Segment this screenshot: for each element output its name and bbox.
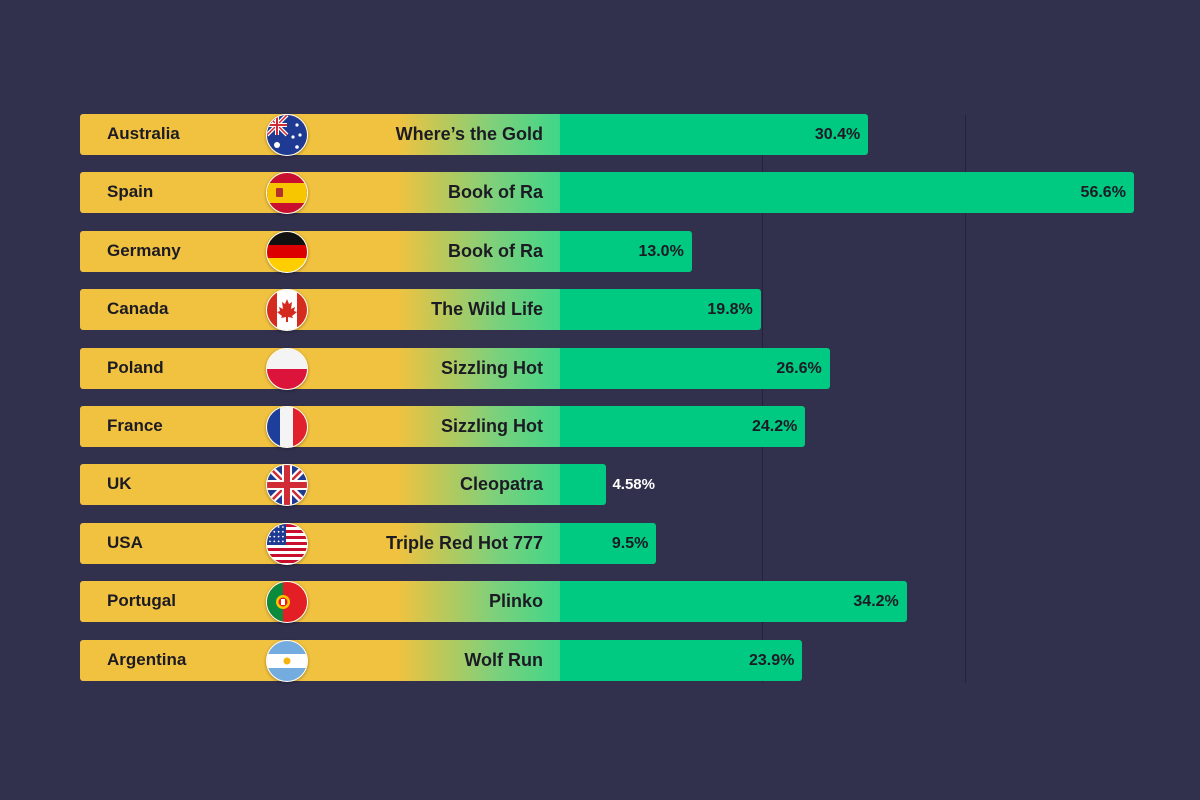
game-label: Book of Ra <box>447 240 543 261</box>
game-label: Sizzling Hot <box>441 416 543 436</box>
value-label: 13.0% <box>638 242 684 260</box>
country-label: Portugal <box>107 591 176 611</box>
label-band <box>80 289 560 331</box>
value-label: 19.8% <box>707 301 753 319</box>
value-bar <box>560 347 830 389</box>
value-label: 4.58% <box>612 476 655 494</box>
argentina-flag-icon <box>266 639 308 682</box>
country-label: USA <box>107 532 143 552</box>
game-label: Where’s the Gold <box>395 124 543 144</box>
value-label: 34.2% <box>853 593 899 611</box>
gridline-2 <box>965 115 966 683</box>
game-label: Sizzling Hot <box>441 357 543 378</box>
spain-flag-icon <box>266 172 308 215</box>
label-band <box>80 172 560 214</box>
gridline-1 <box>762 115 763 683</box>
uk-flag-icon <box>266 464 308 507</box>
canada-flag-icon <box>266 289 308 332</box>
country-label: Germany <box>107 240 181 260</box>
label-band <box>80 406 560 447</box>
country-label: Argentina <box>107 649 187 669</box>
label-band <box>80 230 560 272</box>
value-bar <box>560 230 692 272</box>
game-label: Triple Red Hot 777 <box>385 532 543 553</box>
label-band <box>80 347 560 389</box>
game-label: Wolf Run <box>464 649 543 670</box>
value-bar <box>560 522 657 564</box>
game-label: Cleopatra <box>459 474 543 495</box>
country-label: Poland <box>107 357 164 377</box>
game-label: Book of Ra <box>447 182 543 203</box>
france-flag-icon <box>266 406 308 448</box>
country-label: Canada <box>107 299 169 319</box>
game-label: Plinko <box>488 591 543 612</box>
country-label: Spain <box>107 182 154 202</box>
poland-flag-icon <box>266 347 308 390</box>
australia-flag-icon <box>266 114 308 156</box>
label-band <box>80 522 560 564</box>
usa-flag-icon <box>266 522 308 565</box>
country-label: UK <box>107 474 132 494</box>
value-label: 30.4% <box>814 126 861 143</box>
game-label: The Wild Life <box>431 299 543 320</box>
value-bar <box>560 639 803 681</box>
value-label: 24.2% <box>752 418 798 435</box>
value-label: 9.5% <box>611 534 649 552</box>
label-band <box>80 464 560 506</box>
value-label: 23.9% <box>748 651 795 669</box>
value-bar <box>560 464 607 506</box>
portugal-flag-icon <box>266 581 308 624</box>
value-label: 26.6% <box>776 359 822 377</box>
value-bar <box>560 114 869 155</box>
country-label: France <box>107 416 163 435</box>
country-label: Australia <box>107 124 180 143</box>
value-bar <box>560 172 1134 214</box>
germany-flag-icon <box>266 230 308 273</box>
value-label: 56.6% <box>1080 184 1126 202</box>
value-bar <box>560 289 761 331</box>
value-bar <box>560 406 806 447</box>
label-band <box>80 114 560 155</box>
label-band <box>80 639 560 681</box>
value-bar <box>560 581 907 623</box>
label-band <box>80 581 560 623</box>
